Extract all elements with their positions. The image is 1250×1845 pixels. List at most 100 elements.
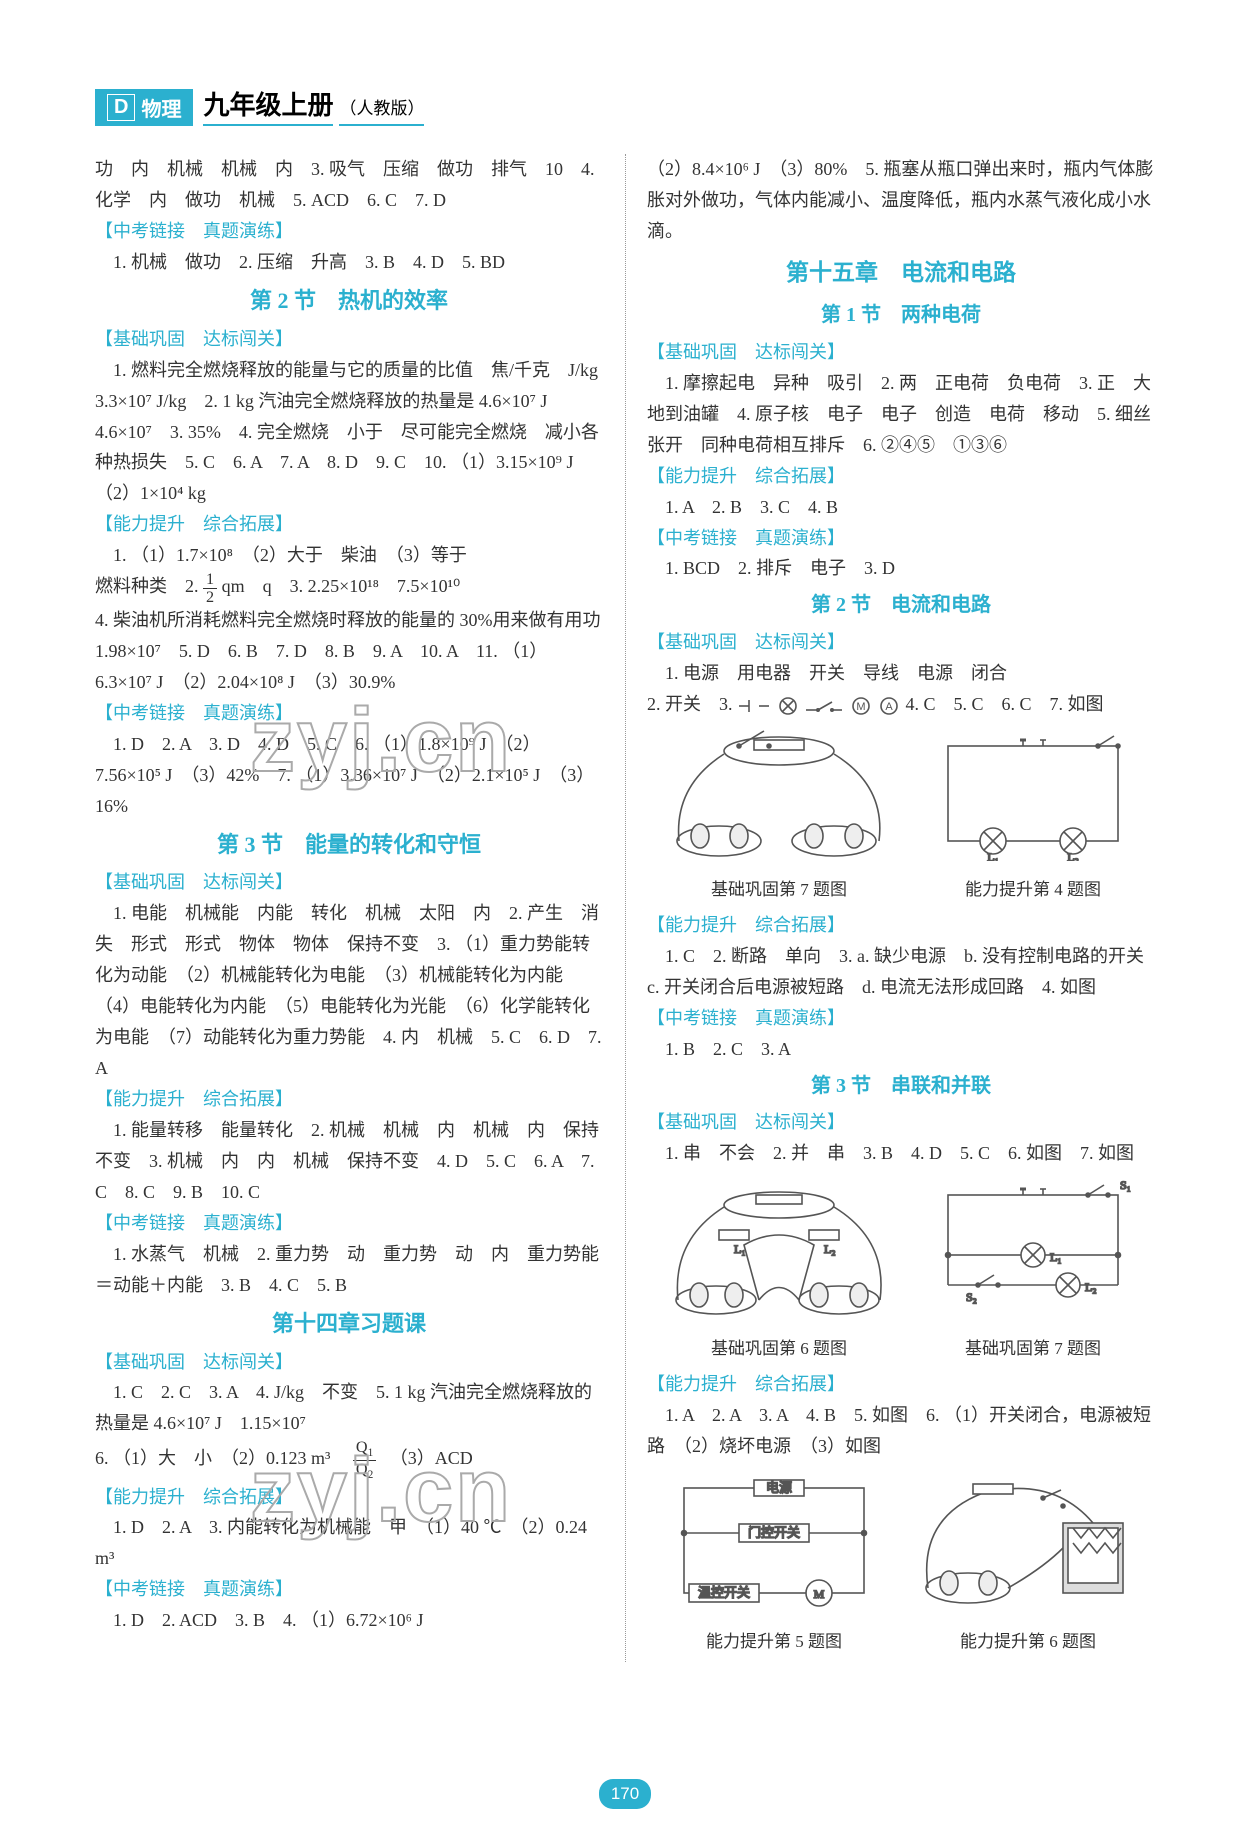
page-header: D 物理 九年级上册 （人教版） (95, 85, 1155, 126)
label-zhongkao: 【中考链接 真题演练】 (95, 1574, 603, 1605)
ammeter-symbol-icon: A (877, 696, 901, 716)
svg-text:门控开关: 门控开关 (748, 1525, 800, 1540)
switch-symbol-icon (737, 696, 771, 716)
figure-block: L₁ L₂ 能力提升第 4 题图 (928, 726, 1138, 904)
svg-text:电源: 电源 (766, 1480, 792, 1495)
label-nengli: 【能力提升 综合拓展】 (647, 910, 1155, 941)
subject-badge: D 物理 (95, 89, 193, 126)
badge-subject: 物理 (141, 93, 181, 122)
text-block: 4. 柴油机所消耗燃料完全燃烧时释放的能量的 30%用来做有用功 1.98×10… (95, 605, 603, 698)
svg-text:M: M (814, 1587, 825, 1601)
chapter15-title: 第十五章 电流和电路 (647, 253, 1155, 293)
figure-caption: 能力提升第 5 题图 (659, 1627, 889, 1656)
text-fragment: 2. 开关 3. (647, 694, 733, 714)
figure-row: 电源 门控开关 温控开关 M 能力提升第 5 题图 (647, 1468, 1155, 1656)
text-block: 1. 能量转移 能量转化 2. 机械 机械 内 机械 内 保持不变 3. 机械 … (95, 1115, 603, 1208)
label-nengli: 【能力提升 综合拓展】 (95, 1084, 603, 1115)
text-block: 1. C 2. 断路 单向 3. a. 缺少电源 b. 没有控制电路的开关 c.… (647, 941, 1155, 1003)
figure-row: 基础巩固第 7 题图 L₁ L₂ 能力提升第 4 题图 (647, 726, 1155, 904)
fraction: 12 (203, 571, 217, 604)
text-block: 1. C 2. C 3. A 4. J/kg 不变 5. 1 kg 汽油完全燃烧… (95, 1377, 603, 1439)
section-2-title: 第 2 节 电流和电路 (647, 588, 1155, 622)
edition-label: （人教版） (339, 94, 424, 126)
label-zhongkao: 【中考链接 真题演练】 (95, 216, 603, 247)
label-zhongkao: 【中考链接 真题演练】 (647, 1003, 1155, 1034)
figure-caption: 基础巩固第 7 题图 (664, 875, 894, 904)
circuit-schematic-icon: 电源 门控开关 温控开关 M (659, 1468, 889, 1613)
text-block: 1. A 2. A 3. A 4. B 5. 如图 6. （1）开关闭合，电源被… (647, 1400, 1155, 1462)
text-block: （2）8.4×10⁶ J （3）80% 5. 瓶塞从瓶口弹出来时，瓶内气体膨胀对… (647, 154, 1155, 247)
circuit-diagram-icon (913, 1468, 1143, 1613)
circuit-schematic-icon: L₁ L₂ (928, 726, 1138, 861)
circuit-schematic-icon: S₁ L₁ L₂ S₂ (928, 1175, 1138, 1320)
section-3-title: 第 3 节 串联和并联 (647, 1069, 1155, 1103)
svg-text:A: A (885, 701, 893, 713)
text-block: 1. 串 不会 2. 并 串 3. B 4. D 5. C 6. 如图 7. 如… (647, 1138, 1155, 1169)
open-switch-icon (804, 696, 844, 716)
label-nengli: 【能力提升 综合拓展】 (95, 509, 603, 540)
text-block: 1. 燃料完全燃烧释放的能量与它的质量的比值 焦/千克 J/kg 3.3×10⁷… (95, 355, 603, 510)
badge-letter: D (107, 94, 135, 121)
svg-text:S₁: S₁ (1120, 1178, 1131, 1192)
circuit-diagram-icon (664, 726, 894, 861)
figure-caption: 能力提升第 6 题图 (913, 1627, 1143, 1656)
label-jichu: 【基础巩固 达标闯关】 (647, 627, 1155, 658)
label-nengli: 【能力提升 综合拓展】 (647, 461, 1155, 492)
text-block: 1. D 2. A 3. 内能转化为机械能 甲 （1）40 ℃ （2）0.24 … (95, 1512, 603, 1574)
motor-symbol-icon: M (849, 696, 873, 716)
text-block: 1. A 2. B 3. C 4. B (647, 492, 1155, 523)
label-zhongkao: 【中考链接 真题演练】 (647, 523, 1155, 554)
text-block: 燃料种类 2. 12 qm q 3. 2.25×10¹⁸ 7.5×10¹⁰ (95, 571, 603, 605)
text-fragment: qm q 3. 2.25×10¹⁸ 7.5×10¹⁰ (222, 576, 461, 596)
text-block: 1. D 2. A 3. D 4. D 5. C 6. （1）1.8×10⁹ J… (95, 729, 603, 822)
figure-block: L₁ L₂ 基础巩固第 6 题图 (664, 1175, 894, 1363)
column-divider (625, 154, 626, 1662)
section-3-title: 第 3 节 能量的转化和守恒 (95, 826, 603, 864)
svg-text:温控开关: 温控开关 (698, 1585, 750, 1600)
section-1-title: 第 1 节 两种电荷 (647, 298, 1155, 332)
svg-text:L₁: L₁ (987, 850, 999, 861)
lamp-symbol-icon (776, 696, 800, 716)
figure-caption: 能力提升第 4 题图 (928, 875, 1138, 904)
svg-text:L₂: L₂ (824, 1242, 836, 1256)
text-fragment: （3）ACD (381, 1449, 473, 1469)
label-jichu: 【基础巩固 达标闯关】 (647, 1107, 1155, 1138)
content-columns: 功 内 机械 机械 内 3. 吸气 压缩 做功 排气 10 4. 化学 内 做功… (95, 154, 1155, 1662)
text-block: 1. BCD 2. 排斥 电子 3. D (647, 553, 1155, 584)
svg-text:L₂: L₂ (1067, 850, 1079, 861)
figure-block: S₁ L₁ L₂ S₂ 基础巩固第 7 题图 (928, 1175, 1138, 1363)
circuit-diagram-icon: L₁ L₂ (664, 1175, 894, 1320)
figure-caption: 基础巩固第 6 题图 (664, 1334, 894, 1363)
fraction: Q1Q2 (353, 1439, 376, 1481)
figure-block: 能力提升第 6 题图 (913, 1468, 1143, 1656)
svg-text:L₁: L₁ (734, 1242, 746, 1256)
text-block: 2. 开关 3. M A 4. C 5. C 6. C 7. 如图 (647, 689, 1155, 720)
label-nengli: 【能力提升 综合拓展】 (647, 1369, 1155, 1400)
text-block: 6. （1）大 小 （2）0.123 m³ Q1Q2 （3）ACD (95, 1439, 603, 1481)
label-jichu: 【基础巩固 达标闯关】 (95, 1347, 603, 1378)
text-fragment: 6. （1）大 小 （2）0.123 m³ (95, 1449, 348, 1469)
section-2-title: 第 2 节 热机的效率 (95, 282, 603, 320)
text-block: 1. 摩擦起电 异种 吸引 2. 两 正电荷 负电荷 3. 正 大地到油罐 4.… (647, 368, 1155, 461)
label-jichu: 【基础巩固 达标闯关】 (95, 867, 603, 898)
text-block: 1. 机械 做功 2. 压缩 升高 3. B 4. D 5. BD (95, 247, 603, 278)
text-block: 1. （1）1.7×10⁸ （2）大于 柴油 （3）等于 (95, 540, 603, 571)
figure-caption: 基础巩固第 7 题图 (928, 1334, 1138, 1363)
svg-text:S₂: S₂ (966, 1290, 977, 1304)
figure-block: 电源 门控开关 温控开关 M 能力提升第 5 题图 (659, 1468, 889, 1656)
text-block: 1. D 2. ACD 3. B 4. （1）6.72×10⁶ J (95, 1605, 603, 1636)
text-fragment: 燃料种类 2. (95, 576, 199, 596)
svg-text:M: M (856, 701, 865, 713)
figure-block: 基础巩固第 7 题图 (664, 726, 894, 904)
svg-text:L₁: L₁ (1050, 1250, 1062, 1264)
text-block: 1. B 2. C 3. A (647, 1034, 1155, 1065)
figure-row: L₁ L₂ 基础巩固第 6 题图 S₁ L₁ L₂ (647, 1175, 1155, 1363)
label-zhongkao: 【中考链接 真题演练】 (95, 698, 603, 729)
text-block: 功 内 机械 机械 内 3. 吸气 压缩 做功 排气 10 4. 化学 内 做功… (95, 154, 603, 216)
label-zhongkao: 【中考链接 真题演练】 (95, 1208, 603, 1239)
page-number: 170 (599, 1779, 651, 1809)
right-column: （2）8.4×10⁶ J （3）80% 5. 瓶塞从瓶口弹出来时，瓶内气体膨胀对… (625, 154, 1155, 1662)
label-jichu: 【基础巩固 达标闯关】 (647, 337, 1155, 368)
svg-text:L₂: L₂ (1085, 1280, 1097, 1294)
left-column: 功 内 机械 机械 内 3. 吸气 压缩 做功 排气 10 4. 化学 内 做功… (95, 154, 625, 1662)
